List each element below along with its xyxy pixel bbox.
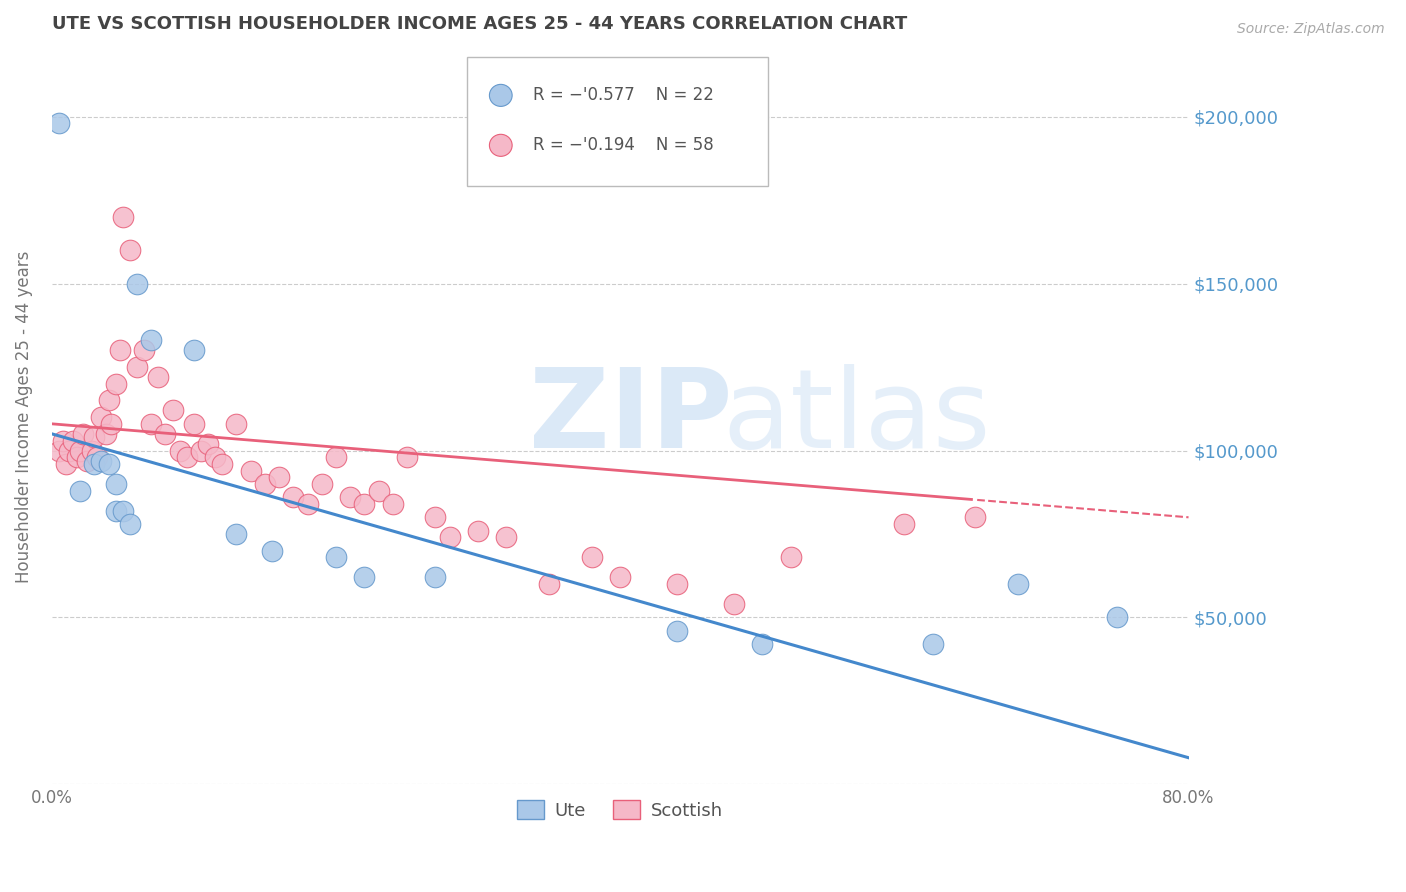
Point (72, 426, 94, 441)
Point (162, 403, 184, 417)
Point (52, 434, 75, 448)
Point (225, 417, 247, 431)
FancyBboxPatch shape (467, 57, 768, 186)
Point (141, 417, 163, 431)
Point (118, 243, 141, 257)
Point (176, 450, 198, 465)
Point (283, 490, 305, 504)
Point (269, 470, 291, 484)
Point (325, 450, 347, 465)
Point (62, 434, 84, 448)
Y-axis label: Householder Income Ages 25 - 44 years: Householder Income Ages 25 - 44 years (15, 251, 32, 583)
Point (665, 577, 688, 591)
Point (239, 464, 262, 478)
Point (104, 376, 127, 391)
Point (69, 483, 91, 498)
Point (190, 443, 212, 458)
Point (90, 453, 112, 467)
Point (80, 443, 103, 458)
Point (425, 510, 447, 524)
Point (1107, 610, 1129, 624)
Point (609, 570, 631, 584)
Point (83, 457, 105, 471)
Point (1007, 577, 1029, 591)
Point (260, 543, 283, 558)
Ellipse shape (489, 85, 512, 106)
Point (48, 116, 70, 130)
Point (90, 410, 112, 425)
Point (723, 597, 745, 611)
Point (55, 457, 77, 471)
Point (69, 443, 91, 458)
Text: atlas: atlas (723, 364, 991, 471)
Point (97, 457, 120, 471)
Ellipse shape (489, 135, 512, 156)
Point (353, 570, 375, 584)
Text: R = −'0.577    N = 22: R = −'0.577 N = 22 (533, 87, 713, 104)
Legend: Ute, Scottish: Ute, Scottish (510, 793, 731, 827)
Point (581, 550, 603, 565)
Text: R = −'0.194    N = 58: R = −'0.194 N = 58 (533, 136, 713, 154)
Point (253, 477, 276, 491)
Point (751, 637, 773, 651)
Point (125, 359, 148, 374)
Point (104, 503, 127, 517)
Point (76, 453, 98, 467)
Point (665, 624, 688, 638)
Point (48, 443, 70, 458)
Point (141, 334, 163, 348)
Point (66, 450, 89, 465)
Point (211, 457, 233, 471)
Point (311, 477, 333, 491)
Point (125, 277, 148, 291)
Point (100, 417, 122, 431)
Point (169, 443, 191, 458)
Point (111, 210, 134, 224)
Text: UTE VS SCOTTISH HOUSEHOLDER INCOME AGES 25 - 44 YEARS CORRELATION CHART: UTE VS SCOTTISH HOUSEHOLDER INCOME AGES … (52, 15, 907, 33)
Point (197, 437, 219, 451)
Point (893, 516, 915, 531)
Point (381, 497, 404, 511)
Point (111, 503, 134, 517)
Point (86, 450, 108, 465)
Point (467, 524, 489, 538)
Point (965, 510, 987, 524)
Point (495, 530, 517, 544)
Point (339, 490, 361, 504)
Point (538, 577, 561, 591)
Point (183, 343, 205, 358)
Point (325, 550, 347, 565)
Point (83, 430, 105, 444)
Point (118, 516, 141, 531)
Point (439, 530, 461, 544)
Point (132, 343, 155, 358)
Point (94, 426, 117, 441)
Point (921, 637, 943, 651)
Point (204, 450, 226, 465)
Point (183, 417, 205, 431)
Point (367, 483, 389, 498)
Point (108, 343, 131, 358)
Point (353, 497, 375, 511)
Point (395, 450, 418, 465)
Point (148, 370, 170, 384)
Point (779, 550, 801, 565)
Point (97, 393, 120, 408)
Text: ZIP: ZIP (529, 364, 733, 471)
Point (425, 570, 447, 584)
Text: Source: ZipAtlas.com: Source: ZipAtlas.com (1237, 22, 1385, 37)
Point (297, 497, 319, 511)
Point (155, 426, 177, 441)
Point (58, 443, 80, 458)
Point (104, 477, 127, 491)
Point (225, 527, 247, 541)
